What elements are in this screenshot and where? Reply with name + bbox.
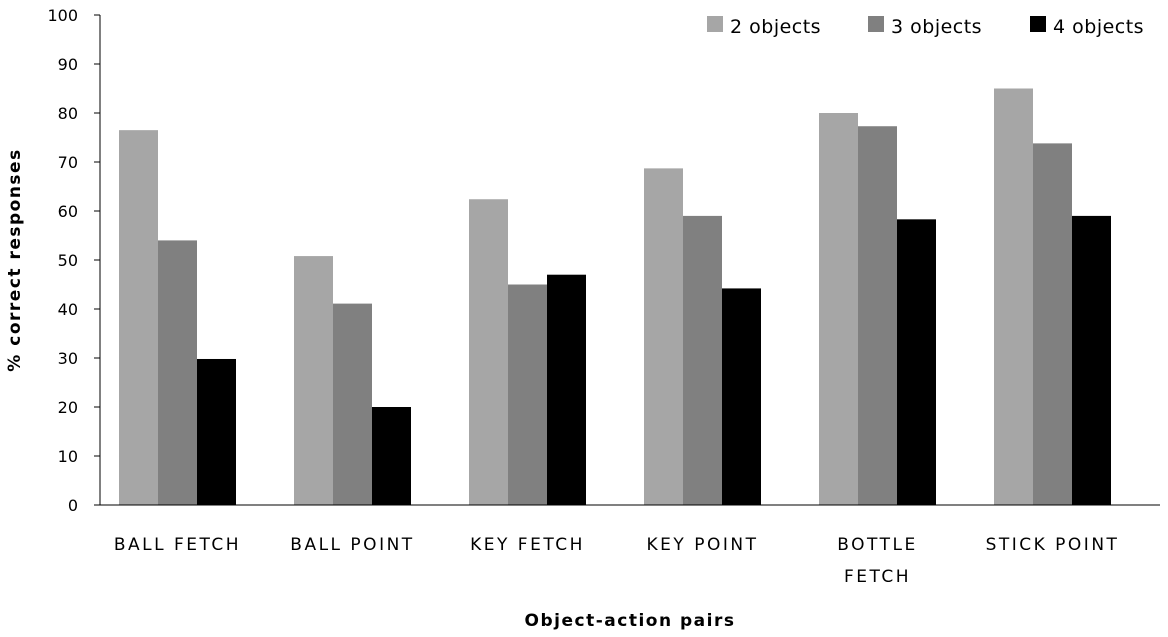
- bar-4-objects-4: [897, 219, 936, 505]
- x-axis-title: Object-action pairs: [525, 611, 736, 631]
- legend-label: 4 objects: [1053, 16, 1144, 38]
- legend: 2 objects 3 objects 4 objects: [707, 16, 1144, 38]
- y-tick-label: 10: [58, 447, 78, 466]
- bar-3-objects-5: [1033, 143, 1072, 505]
- x-tick-label: KEY POINT: [647, 535, 759, 555]
- x-tick-label: FETCH: [844, 567, 911, 587]
- x-tick-label: STICK POINT: [986, 535, 1120, 555]
- bar-2-objects-5: [994, 88, 1033, 505]
- y-tick-label: 100: [47, 6, 78, 25]
- y-tick-label: 40: [58, 300, 78, 319]
- bar-2-objects-0: [119, 130, 158, 505]
- bar-4-objects-5: [1072, 215, 1111, 505]
- legend-label: 3 objects: [891, 16, 982, 38]
- y-axis: 0 10 20 30 40 50 60 70 80 90 100: [47, 6, 101, 515]
- y-tick-label: 80: [58, 104, 78, 123]
- bar-2-objects-2: [469, 199, 508, 506]
- bar-3-objects-1: [333, 303, 372, 505]
- bar-2-objects-4: [819, 113, 858, 505]
- bar-4-objects-1: [372, 407, 411, 505]
- y-tick-label: 20: [58, 398, 78, 417]
- x-tick-label: BOTTLE: [837, 535, 917, 555]
- bar-3-objects-2: [508, 284, 547, 505]
- y-tick-label: 60: [58, 202, 78, 221]
- bar-3-objects-4: [858, 126, 897, 505]
- x-tick-label: BALL POINT: [290, 535, 414, 555]
- x-tick-label: BALL FETCH: [114, 535, 241, 555]
- bar-2-objects-3: [644, 168, 683, 505]
- legend-swatch: [1030, 16, 1046, 32]
- y-tick-label: 90: [58, 55, 78, 74]
- bar-2-objects-1: [294, 256, 333, 505]
- x-axis: BALL FETCH BALL POINT KEY FETCH KEY POINT BO…: [100, 504, 1160, 587]
- bar-3-objects-0: [158, 240, 197, 505]
- bars: [119, 88, 1111, 506]
- y-tick-label: 30: [58, 349, 78, 368]
- bar-4-objects-0: [197, 358, 236, 505]
- bar-4-objects-3: [722, 288, 761, 505]
- y-tick-label: 0: [68, 496, 78, 515]
- y-tick-label: 70: [58, 153, 78, 172]
- x-tick-label: KEY FETCH: [470, 535, 585, 555]
- legend-swatch: [868, 16, 884, 32]
- legend-swatch: [707, 16, 723, 32]
- y-axis-title: % correct responses: [5, 148, 25, 371]
- bar-4-objects-2: [547, 274, 586, 505]
- bar-3-objects-3: [683, 215, 722, 505]
- legend-label: 2 objects: [730, 16, 821, 38]
- y-tick-label: 50: [58, 251, 78, 270]
